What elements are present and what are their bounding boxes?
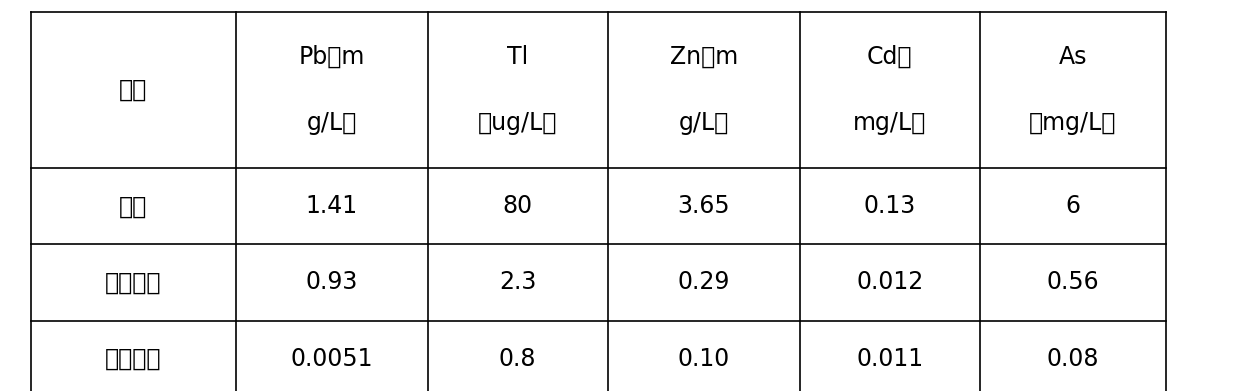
Text: 0.13: 0.13 — [863, 194, 916, 218]
Text: 0.08: 0.08 — [1047, 347, 1099, 371]
Text: 一段处理: 一段处理 — [105, 271, 161, 294]
Text: 1.41: 1.41 — [305, 194, 358, 218]
Text: 0.8: 0.8 — [498, 347, 537, 371]
Text: 元素: 元素 — [119, 78, 148, 102]
Text: Tl: Tl — [507, 45, 528, 69]
Text: 6: 6 — [1065, 194, 1080, 218]
Text: mg/L）: mg/L） — [853, 111, 926, 135]
Text: 0.012: 0.012 — [856, 271, 924, 294]
Text: 0.10: 0.10 — [677, 347, 730, 371]
Text: 原水: 原水 — [119, 194, 148, 218]
Text: Pb（m: Pb（m — [299, 45, 365, 69]
Text: g/L）: g/L） — [678, 111, 729, 135]
Text: 0.29: 0.29 — [677, 271, 730, 294]
Text: g/L）: g/L） — [306, 111, 357, 135]
Text: 0.011: 0.011 — [856, 347, 924, 371]
Text: Cd（: Cd（ — [867, 45, 913, 69]
Text: （ug/L）: （ug/L） — [477, 111, 558, 135]
Text: 0.0051: 0.0051 — [290, 347, 373, 371]
Text: 0.93: 0.93 — [305, 271, 358, 294]
Text: Zn（m: Zn（m — [670, 45, 738, 69]
Text: 0.56: 0.56 — [1047, 271, 1099, 294]
Text: 二段处理: 二段处理 — [105, 347, 161, 371]
Text: As: As — [1059, 45, 1086, 69]
Text: （mg/L）: （mg/L） — [1029, 111, 1116, 135]
Text: 2.3: 2.3 — [498, 271, 537, 294]
Text: 3.65: 3.65 — [677, 194, 730, 218]
Text: 80: 80 — [502, 194, 533, 218]
